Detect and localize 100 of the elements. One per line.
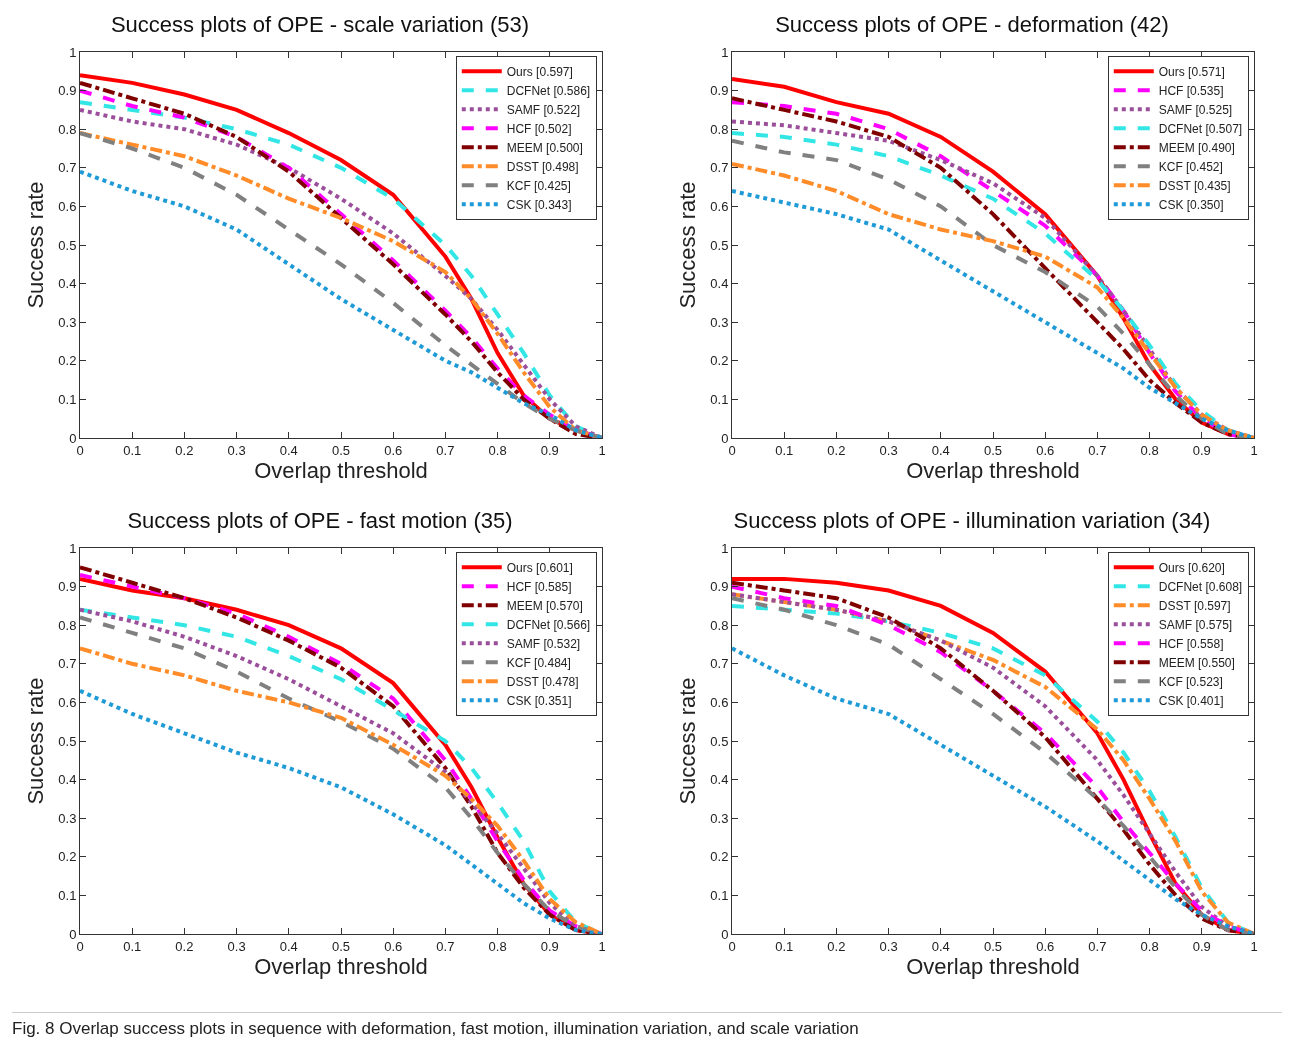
x-tick-label: 0.4: [279, 442, 298, 458]
x-axis-title: Overlap threshold: [254, 458, 428, 484]
y-tick-label: 0.5: [58, 733, 77, 749]
legend-label: CSK [0.401]: [1158, 694, 1224, 709]
legend-label: KCF [0.452]: [1158, 160, 1223, 175]
y-tick-label: 1: [721, 44, 729, 60]
x-tick-label: 0.2: [175, 938, 194, 954]
y-tick-label: 0.1: [58, 887, 77, 903]
y-tick-label: 0.3: [710, 810, 729, 826]
y-tick-label: 0.4: [710, 772, 729, 788]
x-tick-label: 0.2: [175, 442, 194, 458]
x-tick-label: 0.5: [983, 938, 1003, 954]
chart-title: Success plots of OPE - fast motion (35): [127, 507, 513, 533]
y-axis-title: Success rate: [23, 677, 49, 805]
y-tick-label: 0.3: [710, 314, 729, 330]
y-tick-label: 0.7: [58, 160, 77, 176]
legend-label: MEEM [0.490]: [1158, 141, 1235, 156]
y-tick-label: 0.5: [710, 237, 729, 253]
x-tick-label: 0.5: [331, 938, 351, 954]
y-tick-label: 0.8: [58, 121, 77, 137]
legend-label: Ours [0.601]: [506, 561, 573, 576]
x-tick-label: 0.9: [1192, 938, 1211, 954]
x-tick-label: 0.1: [123, 442, 142, 458]
x-tick-label: 0.1: [775, 938, 794, 954]
legend-label: MEEM [0.550]: [1158, 656, 1235, 671]
y-tick-label: 0.8: [710, 121, 729, 137]
legend-label: HCF [0.558]: [1158, 637, 1224, 652]
x-tick-label: 0.6: [384, 938, 403, 954]
y-tick-label: 0.3: [58, 810, 77, 826]
y-tick-label: 0.4: [710, 276, 729, 292]
x-tick-label: 0.8: [488, 442, 507, 458]
y-tick-label: 1: [721, 540, 729, 556]
x-tick-label: 1: [598, 442, 606, 458]
y-tick-label: 0.9: [710, 83, 729, 99]
x-tick-label: 0.4: [279, 938, 298, 954]
x-tick-label: 0.8: [1140, 938, 1159, 954]
x-tick-label: 0.8: [1140, 442, 1159, 458]
y-tick-label: 0.9: [58, 579, 77, 595]
legend-label: MEEM [0.500]: [506, 141, 583, 156]
legend-label: HCF [0.585]: [506, 580, 572, 595]
y-tick-label: 0.5: [710, 733, 729, 749]
y-tick-label: 0.6: [710, 694, 729, 710]
y-tick-label: 0.2: [710, 849, 729, 865]
y-tick-label: 0.2: [58, 353, 77, 369]
legend-label: MEEM [0.570]: [506, 599, 583, 614]
x-tick-label: 0.3: [227, 442, 246, 458]
x-tick-label: 0.7: [1088, 442, 1107, 458]
y-tick-label: 0.4: [58, 772, 77, 788]
legend-label: Ours [0.620]: [1158, 561, 1225, 576]
x-tick-label: 0.8: [488, 938, 507, 954]
y-tick-label: 0.1: [710, 391, 729, 407]
x-axis-title: Overlap threshold: [254, 954, 428, 980]
legend-label: SAMF [0.525]: [1158, 103, 1233, 118]
x-tick-label: 0.7: [1088, 938, 1107, 954]
legend-label: SAMF [0.522]: [506, 103, 581, 118]
x-tick-label: 0.3: [879, 938, 898, 954]
chart-title: Success plots of OPE - deformation (42): [775, 11, 1169, 37]
y-tick-label: 0: [721, 430, 729, 446]
y-tick-label: 0.2: [710, 353, 729, 369]
y-tick-label: 0.6: [58, 694, 77, 710]
chart-title: Success plots of OPE - scale variation (53): [110, 11, 530, 37]
x-tick-label: 0.6: [384, 442, 403, 458]
x-tick-label: 0.1: [775, 442, 794, 458]
x-tick-label: 0.2: [827, 938, 846, 954]
y-tick-label: 0: [721, 926, 729, 942]
legend-label: CSK [0.350]: [1158, 198, 1224, 213]
caption: Fig. 8 Overlap success plots in sequence with deformation, fast motion, illumination variation, and scale variation: [12, 1012, 1282, 1039]
x-tick-label: 0.2: [827, 442, 846, 458]
legend-label: DSST [0.478]: [506, 675, 579, 690]
y-tick-label: 0.1: [710, 887, 729, 903]
legend-label: CSK [0.351]: [506, 694, 572, 709]
x-tick-label: 0.9: [540, 442, 559, 458]
legend-label: KCF [0.425]: [506, 179, 571, 194]
y-tick-label: 0.5: [58, 237, 77, 253]
legend-label: KCF [0.484]: [506, 656, 571, 671]
x-tick-label: 0.7: [436, 442, 455, 458]
y-tick-label: 0.7: [710, 656, 729, 672]
legend-label: Ours [0.571]: [1158, 65, 1225, 80]
y-tick-label: 0: [69, 430, 77, 446]
legend-label: DCFNet [0.608]: [1158, 580, 1243, 595]
y-tick-label: 1: [69, 540, 77, 556]
y-tick-label: 0.6: [58, 198, 77, 214]
x-tick-label: 0.1: [123, 938, 142, 954]
chart-title: Success plots of OPE - illumination variation (34): [733, 507, 1211, 533]
legend-label: Ours [0.597]: [506, 65, 573, 80]
y-tick-label: 0.9: [58, 83, 77, 99]
x-tick-label: 0.6: [1036, 442, 1055, 458]
y-tick-label: 0.6: [710, 198, 729, 214]
y-tick-label: 0.8: [710, 617, 729, 633]
y-tick-label: 0.4: [58, 276, 77, 292]
y-tick-label: 1: [69, 44, 77, 60]
y-tick-label: 0: [69, 926, 77, 942]
y-tick-label: 0.9: [710, 579, 729, 595]
legend-label: SAMF [0.575]: [1158, 618, 1233, 633]
legend-label: HCF [0.535]: [1158, 84, 1224, 99]
x-tick-label: 0.4: [931, 938, 950, 954]
y-tick-label: 0.1: [58, 391, 77, 407]
y-tick-label: 0.7: [58, 656, 77, 672]
legend-label: DSST [0.498]: [506, 160, 579, 175]
y-axis-title: Success rate: [675, 181, 701, 309]
